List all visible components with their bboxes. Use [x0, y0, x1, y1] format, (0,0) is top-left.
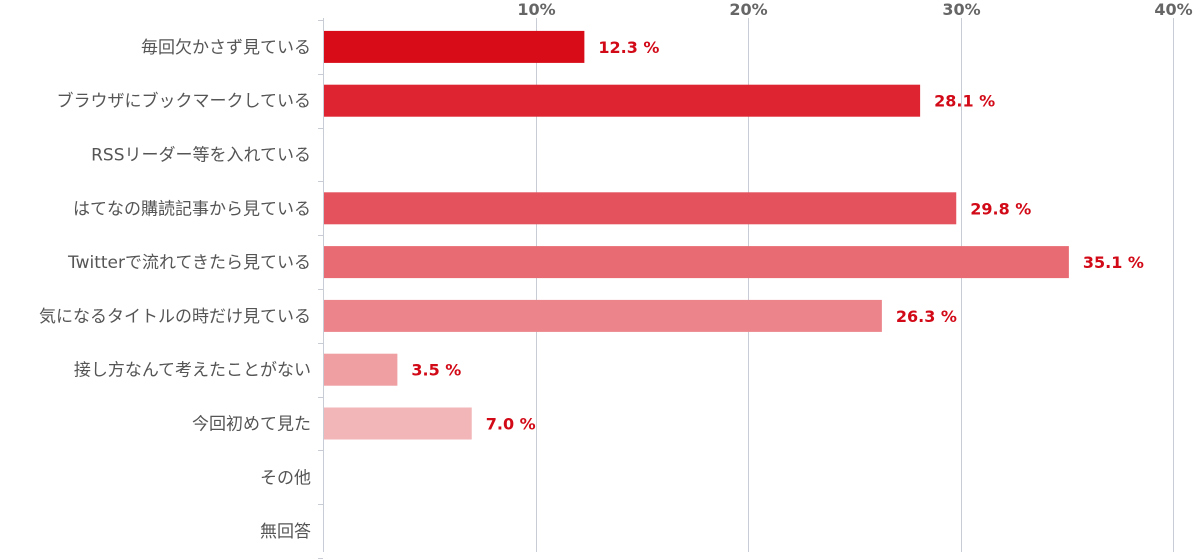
category-label: その他	[260, 468, 311, 488]
bar	[324, 30, 585, 63]
bar	[324, 84, 921, 117]
category-label: 接し方なんて考えたことがない	[74, 361, 311, 381]
data-label: 26.3 %	[896, 307, 957, 326]
data-label: 7.0 %	[486, 415, 536, 434]
category-label: 気になるタイトルの時だけ見ている	[39, 307, 311, 327]
data-label: 3.5 %	[411, 361, 461, 380]
data-label: 35.1 %	[1083, 253, 1144, 272]
axis-layer	[318, 18, 324, 559]
category-label: 毎回欠かさず見ている	[141, 38, 311, 58]
category-label: Twitterで流れてきたら見ている	[67, 253, 311, 273]
category-label: RSSリーダー等を入れている	[91, 146, 311, 166]
bar	[324, 407, 472, 440]
x-tick-label: 40%	[1154, 0, 1192, 19]
data-label: 12.3 %	[598, 38, 659, 57]
x-tick-label: 10%	[517, 0, 555, 19]
bar	[324, 246, 1069, 279]
data-label: 28.1 %	[934, 92, 995, 111]
x-tick-label: 20%	[729, 0, 767, 19]
category-label: ブラウザにブックマークしている	[57, 91, 312, 112]
bar	[324, 299, 882, 332]
x-tick-label: 30%	[942, 0, 980, 19]
bar-layer	[324, 30, 1069, 440]
data-label: 29.8 %	[970, 199, 1031, 218]
label-layer: 10% 20% 30% 40% 毎回欠かさず見ている 12.3 % ブラウザにブックマークし…	[39, 0, 1193, 542]
category-label: はてなの購読記事から見ている	[73, 199, 311, 219]
bar	[324, 192, 957, 225]
category-label: 今回初めて見た	[192, 415, 311, 435]
category-label: 無回答	[260, 522, 311, 542]
bar	[324, 353, 398, 386]
